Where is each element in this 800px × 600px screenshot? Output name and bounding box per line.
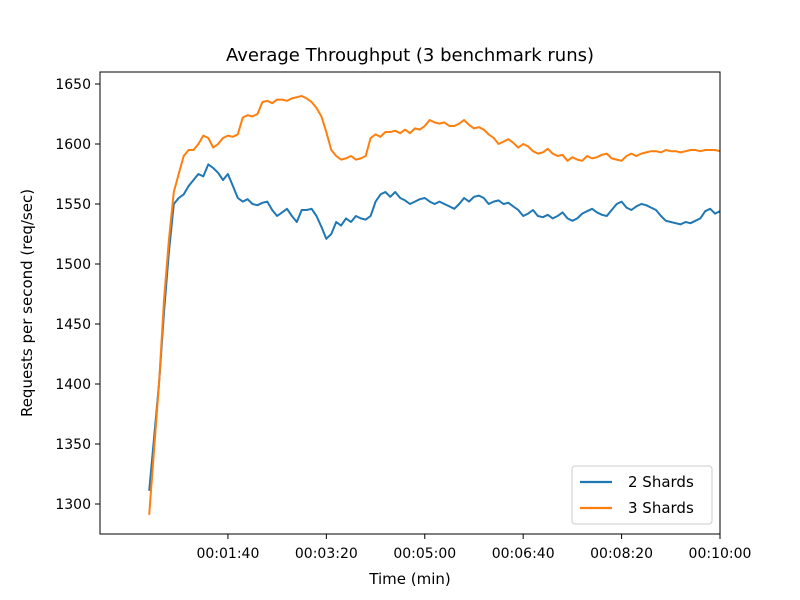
plot-lines	[148, 95, 721, 515]
series-line-3-shards	[148, 95, 721, 515]
x-axis: 00:01:40 00:03:20 00:05:00 00:06:40 00:08:20…	[196, 534, 751, 562]
y-tick-label: 1500	[55, 257, 91, 273]
x-axis-label: Time (min)	[368, 570, 450, 588]
y-tick-label: 1300	[55, 497, 91, 513]
legend-box	[571, 465, 713, 525]
x-tick-label: 00:05:00	[393, 546, 456, 562]
y-tick-label: 1350	[55, 437, 91, 453]
legend-label-2-shards: 2 Shards	[628, 473, 694, 491]
x-tick-label: 00:10:00	[689, 546, 752, 562]
y-tick-label: 1650	[55, 77, 91, 93]
x-tick-label: 00:01:40	[196, 546, 259, 562]
plot-frame	[99, 71, 721, 535]
x-tick-label: 00:03:20	[295, 546, 358, 562]
x-tick-label: 00:06:40	[492, 546, 555, 562]
y-tick-label: 1600	[55, 137, 91, 153]
y-axis-label: Requests per second (req/sec)	[18, 189, 36, 417]
y-axis: 1300 1350 1400 1450 1500 1550 1600 1650	[55, 77, 100, 513]
y-tick-label: 1450	[55, 317, 91, 333]
y-tick-label: 1550	[55, 197, 91, 213]
legend: 2 Shards 3 Shards	[571, 465, 713, 525]
y-tick-label: 1400	[55, 377, 91, 393]
legend-label-3-shards: 3 Shards	[628, 499, 694, 517]
chart-title: Average Throughput (3 benchmark runs)	[226, 45, 594, 66]
series-line-2-shards	[148, 163, 721, 491]
x-tick-label: 00:08:20	[590, 546, 653, 562]
